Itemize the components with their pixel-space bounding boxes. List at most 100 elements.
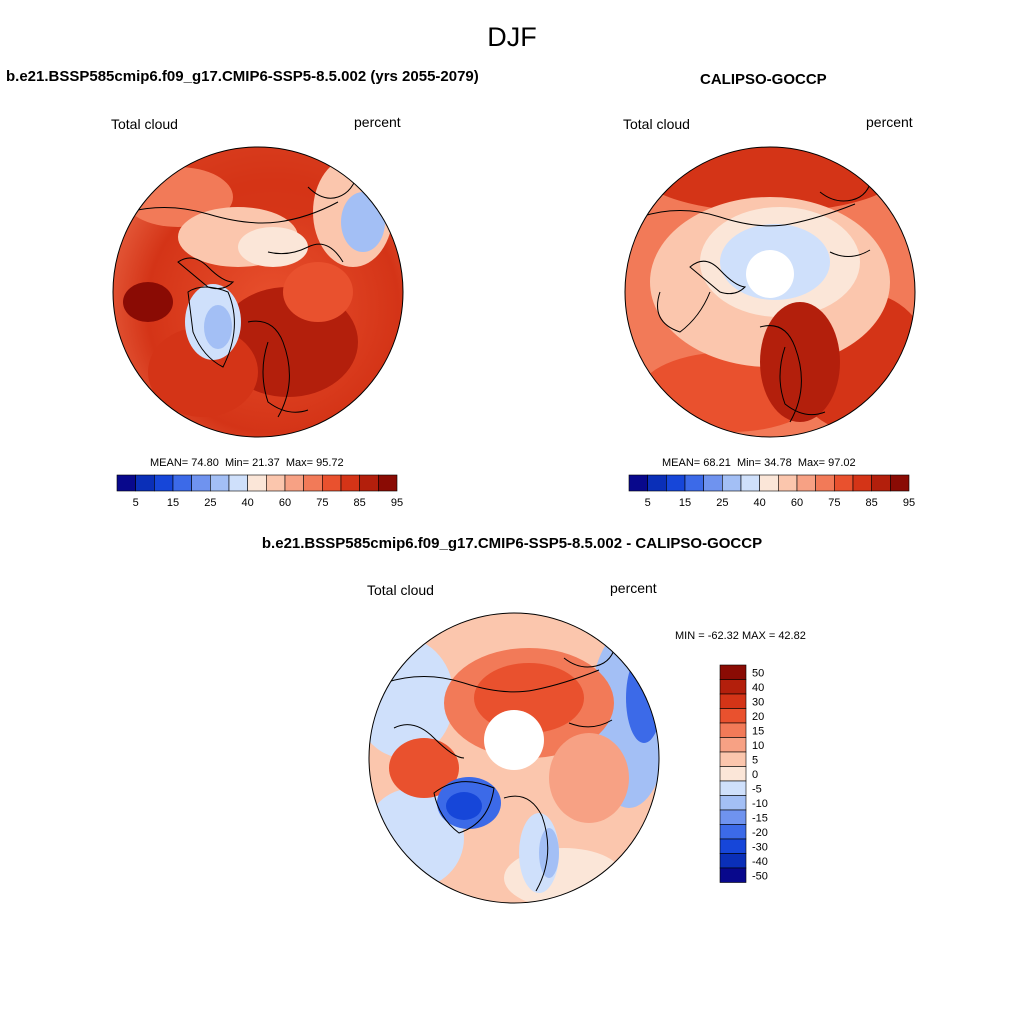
panel-2-colorbar-swatch bbox=[666, 474, 686, 492]
panel-3-colorbar-tick-label: 15 bbox=[752, 726, 764, 738]
panel-1-colorbar-swatch bbox=[210, 474, 230, 492]
panel-1-colorbar: 5 15 25 40 60 75 85 95 bbox=[116, 474, 403, 509]
panel-1-units-label: percent bbox=[354, 114, 401, 130]
panel-2-colorbar-swatch bbox=[834, 474, 854, 492]
panel-1-colorbar-swatch bbox=[116, 474, 136, 492]
panel-1-colorbar-swatch bbox=[154, 474, 174, 492]
panel-3-colorbar-swatch bbox=[719, 853, 747, 869]
panel-3-colorbar-swatch bbox=[719, 664, 747, 680]
panel-1-coastlines bbox=[127, 171, 359, 418]
panel-3-title: b.e21.BSSP585cmip6.f09_g17.CMIP6-SSP5-8.… bbox=[261, 535, 763, 552]
panel-2-stats: MEAN= 68.21 Min= 34.78 Max= 97.02 bbox=[662, 457, 856, 469]
panel-2-title: CALIPSO-GOCCP bbox=[700, 71, 827, 88]
panel-1-colorbar-tick-label: 75 bbox=[316, 497, 328, 509]
panel-3-colorbar-tick-label: -10 bbox=[752, 798, 768, 810]
panel-2-colorbar-swatch bbox=[647, 474, 667, 492]
panel-3-map-border bbox=[368, 612, 660, 904]
panel-2-colorbar-tick-label: 15 bbox=[679, 497, 691, 509]
panel-1-colorbar-swatch bbox=[247, 474, 267, 492]
panel-2-map bbox=[624, 146, 916, 438]
panel-2-colorbar-tick-label: 60 bbox=[791, 497, 803, 509]
panel-3-colorbar-swatch bbox=[719, 751, 747, 767]
panel-1-colorbar-swatch bbox=[172, 474, 192, 492]
panel-3-colorbar-swatch bbox=[719, 708, 747, 724]
panel-1-colorbar-swatch bbox=[359, 474, 379, 492]
panel-2-colorbar-swatch bbox=[703, 474, 723, 492]
panel-2-colorbar-swatch bbox=[871, 474, 891, 492]
panel-2-colorbar-tick-label: 95 bbox=[903, 497, 915, 509]
panel-1-variable-label: Total cloud bbox=[111, 116, 178, 132]
panel-2-colorbar-swatch bbox=[722, 474, 742, 492]
panel-3-colorbar-swatch bbox=[719, 824, 747, 840]
panel-1-colorbar-swatch bbox=[322, 474, 342, 492]
main-title: DJF bbox=[487, 22, 537, 52]
panel-2-colorbar: 5 15 25 40 60 75 85 95 bbox=[628, 474, 915, 509]
panel-3-colorbar-swatch bbox=[719, 867, 747, 883]
panel-2-colorbar-swatch bbox=[778, 474, 798, 492]
panel-3-colorbar-tick-label: 5 bbox=[752, 755, 758, 767]
panel-2-colorbar-swatch bbox=[740, 474, 760, 492]
panel-3-colorbar-swatch bbox=[719, 722, 747, 738]
panel-3-colorbar-tick-label: -15 bbox=[752, 813, 768, 825]
panel-3-colorbar-tick-label: 30 bbox=[752, 697, 764, 709]
panel-3-colorbar-swatch bbox=[719, 737, 747, 753]
panel-2-colorbar-swatch bbox=[815, 474, 835, 492]
panel-3-colorbar-swatch bbox=[719, 809, 747, 825]
panel-2-missing-data-hole bbox=[746, 250, 794, 298]
panel-1-colorbar-tick-label: 40 bbox=[242, 497, 254, 509]
panel-2-coastlines bbox=[639, 175, 873, 423]
panel-1-colorbar-swatch bbox=[340, 474, 360, 492]
panel-1-colorbar-tick-label: 15 bbox=[167, 497, 179, 509]
panel-1-colorbar-swatch bbox=[266, 474, 286, 492]
panel-1-colorbar-swatch bbox=[228, 474, 248, 492]
panel-2-colorbar-tick-label: 25 bbox=[716, 497, 728, 509]
panel-2-colorbar-swatch bbox=[796, 474, 816, 492]
panel-1-colorbar-swatch bbox=[303, 474, 323, 492]
panel-1-map bbox=[112, 146, 404, 438]
panel-3-colorbar-tick-label: 20 bbox=[752, 711, 764, 723]
panel-3-map bbox=[368, 612, 660, 904]
panel-3-colorbar-swatch bbox=[719, 838, 747, 854]
panel-3-colorbar-swatch bbox=[719, 679, 747, 695]
panel-3-units-label: percent bbox=[610, 580, 657, 596]
panel-3-colorbar-tick-label: -30 bbox=[752, 842, 768, 854]
panel-1-colorbar-swatch bbox=[135, 474, 155, 492]
panel-2-colorbar-tick-label: 40 bbox=[754, 497, 766, 509]
panel-3-colorbar-tick-label: -50 bbox=[752, 871, 768, 883]
panel-2-colorbar-tick-label: 5 bbox=[645, 497, 651, 509]
panel-1-colorbar-swatch bbox=[378, 474, 398, 492]
panel-2-colorbar-swatch bbox=[628, 474, 648, 492]
panel-1-colorbar-swatch bbox=[191, 474, 211, 492]
panel-3-colorbar-tick-label: -40 bbox=[752, 856, 768, 868]
panel-2-colorbar-swatch bbox=[890, 474, 910, 492]
panel-3-variable-label: Total cloud bbox=[367, 582, 434, 598]
panel-2-colorbar-swatch bbox=[852, 474, 872, 492]
panel-1-title: b.e21.BSSP585cmip6.f09_g17.CMIP6-SSP5-8.… bbox=[6, 68, 479, 85]
panel-1-map-border bbox=[112, 146, 404, 438]
panel-3-colorbar-tick-label: 40 bbox=[752, 682, 764, 694]
panel-3-colorbar-tick-label: 10 bbox=[752, 740, 764, 752]
panel-2-units-label: percent bbox=[866, 114, 913, 130]
panel-2-colorbar-swatch bbox=[759, 474, 779, 492]
panel-3-colorbar-swatch bbox=[719, 780, 747, 796]
panel-1-colorbar-swatch bbox=[284, 474, 304, 492]
panel-1-colorbar-tick-label: 5 bbox=[133, 497, 139, 509]
panel-1-colorbar-tick-label: 25 bbox=[204, 497, 216, 509]
panel-2-colorbar-tick-label: 85 bbox=[866, 497, 878, 509]
panel-2-colorbar-tick-label: 75 bbox=[828, 497, 840, 509]
panel-1-colorbar-tick-label: 60 bbox=[279, 497, 291, 509]
panel-2-map-border bbox=[624, 146, 916, 438]
panel-3-colorbar-tick-label: -20 bbox=[752, 827, 768, 839]
panel-3-missing-data-hole bbox=[484, 710, 544, 770]
panel-3-colorbar-tick-label: 50 bbox=[752, 668, 764, 680]
panel-3-colorbar-swatch bbox=[719, 766, 747, 782]
panel-1-stats: MEAN= 74.80 Min= 21.37 Max= 95.72 bbox=[150, 457, 344, 469]
panel-3-colorbar-swatch bbox=[719, 693, 747, 709]
panel-1-colorbar-tick-label: 95 bbox=[391, 497, 403, 509]
panel-3-colorbar-swatch bbox=[719, 795, 747, 811]
panel-3-colorbar-tick-label: -5 bbox=[752, 784, 762, 796]
panel-1-colorbar-tick-label: 85 bbox=[354, 497, 366, 509]
panel-3-colorbar-tick-label: 0 bbox=[752, 769, 758, 781]
panel-2-variable-label: Total cloud bbox=[623, 116, 690, 132]
